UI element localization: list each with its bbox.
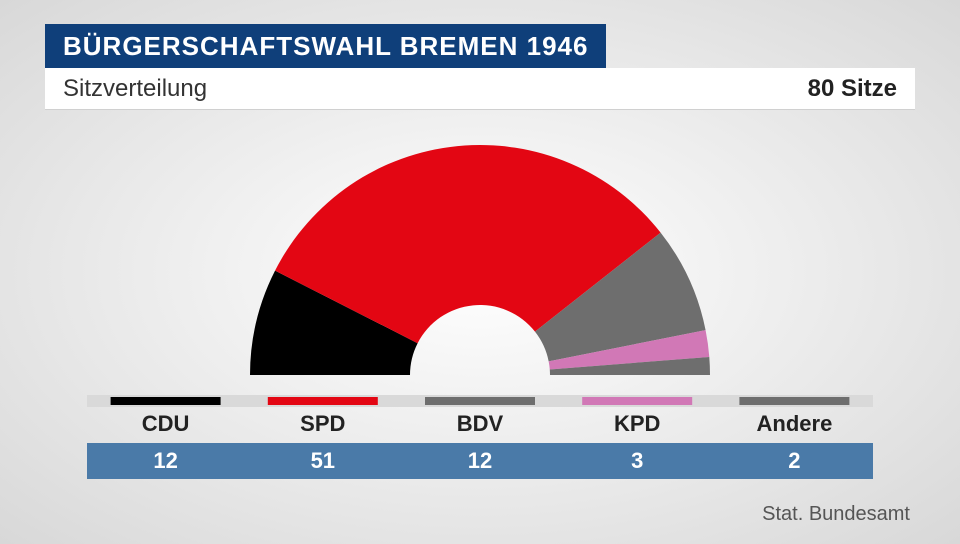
legend-count-spd: 51 — [244, 443, 401, 479]
subtitle: Sitzverteilung — [63, 75, 207, 103]
legend-swatch-kpd — [582, 397, 692, 405]
title-bar: BÜRGERSCHAFTSWAHL BREMEN 1946 — [45, 24, 606, 68]
legend-names-row: CDUSPDBDVKPDAndere — [87, 411, 873, 443]
hemicycle-chart — [130, 130, 830, 390]
legend-count-cdu: 12 — [87, 443, 244, 479]
legend-count-kpd: 3 — [559, 443, 716, 479]
legend-swatch-bdv — [425, 397, 535, 405]
legend-label-spd: SPD — [244, 411, 401, 443]
total-seats-label: 80 Sitze — [808, 75, 897, 103]
legend-count-andere: 2 — [716, 443, 873, 479]
legend-swatch-strip — [87, 395, 873, 407]
legend-count-bdv: 12 — [401, 443, 558, 479]
legend-label-cdu: CDU — [87, 411, 244, 443]
legend-counts-row: 12511232 — [87, 443, 873, 479]
legend-label-kpd: KPD — [559, 411, 716, 443]
legend-swatch-cdu — [111, 397, 221, 405]
page-title: BÜRGERSCHAFTSWAHL BREMEN 1946 — [63, 31, 588, 62]
figure-canvas: BÜRGERSCHAFTSWAHL BREMEN 1946 Sitzvertei… — [0, 0, 960, 544]
legend-label-bdv: BDV — [401, 411, 558, 443]
source-attribution: Stat. Bundesamt — [762, 503, 910, 526]
legend-swatch-andere — [739, 397, 849, 405]
legend-label-andere: Andere — [716, 411, 873, 443]
legend-swatch-spd — [268, 397, 378, 405]
subheader-bar: Sitzverteilung 80 Sitze — [45, 68, 915, 110]
